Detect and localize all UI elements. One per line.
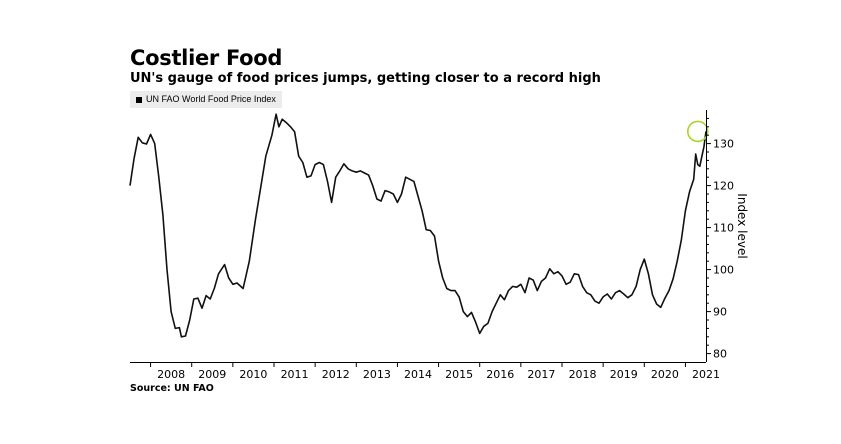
x-tick-label-2011: 2011	[281, 368, 309, 381]
x-tick-label-2016: 2016	[486, 368, 514, 381]
axis-layer: 2008 2009 2010 2011 2012 2013 2014 2015 2016 2017…	[130, 110, 734, 381]
x-tick-label-2017: 2017	[527, 368, 555, 381]
x-tick-label-2020: 2020	[651, 368, 679, 381]
source-note: Source: UN FAO	[130, 383, 214, 394]
chart-subtitle: UN's gauge of food prices jumps, getting…	[130, 71, 601, 86]
latest-point-highlight	[686, 120, 709, 143]
y-tick-label-80: 80	[713, 348, 727, 361]
legend: UN FAO World Food Price Index	[130, 91, 282, 108]
y-tick-label-120: 120	[713, 180, 734, 193]
x-tick-label-2010: 2010	[239, 368, 267, 381]
legend-swatch	[136, 96, 142, 103]
x-tick-label-2014: 2014	[404, 368, 432, 381]
legend-label: UN FAO World Food Price Index	[146, 94, 276, 104]
chart-title: Costlier Food	[130, 46, 283, 70]
x-tick-label-2021: 2021	[692, 368, 720, 381]
y-tick-label-90: 90	[713, 306, 727, 319]
y-tick-label-110: 110	[713, 222, 734, 235]
y-axis-label: Index level	[735, 193, 749, 258]
y-tick-label-100: 100	[713, 264, 734, 277]
x-tick-label-2008: 2008	[157, 368, 185, 381]
x-tick-label-2013: 2013	[363, 368, 391, 381]
series-line-0	[129, 113, 707, 338]
x-tick-label-2019: 2019	[610, 368, 638, 381]
x-tick-label-2009: 2009	[198, 368, 226, 381]
y-tick-label-130: 130	[713, 138, 734, 151]
x-tick-label-2012: 2012	[322, 368, 350, 381]
series-line-layer	[129, 113, 709, 338]
x-tick-label-2018: 2018	[569, 368, 597, 381]
x-tick-label-2015: 2015	[445, 368, 473, 381]
